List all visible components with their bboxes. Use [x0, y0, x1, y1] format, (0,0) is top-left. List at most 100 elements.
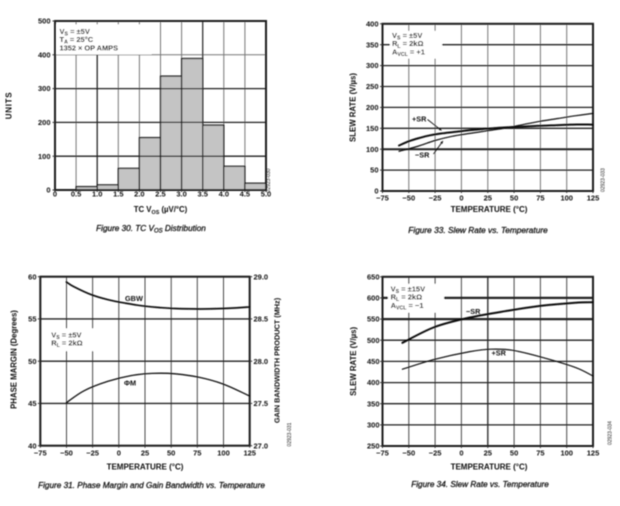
- svg-text:100: 100: [560, 193, 573, 202]
- svg-text:75: 75: [536, 448, 544, 457]
- svg-text:02923-034: 02923-034: [608, 421, 614, 445]
- svg-text:VS = ±15V: VS = ±15V: [391, 284, 426, 295]
- svg-text:25: 25: [484, 193, 492, 202]
- svg-text:−25: −25: [429, 193, 442, 202]
- svg-text:650: 650: [367, 272, 380, 281]
- svg-text:125: 125: [243, 448, 256, 457]
- svg-text:−75: −75: [34, 448, 47, 457]
- svg-text:75: 75: [193, 448, 201, 457]
- svg-text:4.0: 4.0: [219, 189, 229, 198]
- svg-text:TEMPERATURE (°C): TEMPERATURE (°C): [451, 205, 528, 214]
- svg-text:0.5: 0.5: [71, 189, 81, 198]
- svg-text:GAIN BANDWIDTH PRODUCT (MHz): GAIN BANDWIDTH PRODUCT (MHz): [273, 297, 282, 423]
- svg-text:RL = 2kΩ: RL = 2kΩ: [51, 339, 82, 350]
- svg-text:Figure 30. TC VOS Distribution: Figure 30. TC VOS Distribution: [96, 224, 206, 234]
- svg-text:−SR: −SR: [415, 150, 430, 159]
- svg-text:45: 45: [28, 399, 36, 408]
- svg-text:−75: −75: [376, 448, 389, 457]
- svg-text:50: 50: [370, 166, 378, 175]
- svg-text:100: 100: [217, 448, 230, 457]
- svg-text:4.5: 4.5: [240, 189, 250, 198]
- svg-text:−50: −50: [402, 193, 415, 202]
- svg-text:TC VOS (µV/°C): TC VOS (µV/°C): [134, 205, 188, 216]
- svg-text:SLEW RATE (V/µs): SLEW RATE (V/µs): [349, 327, 358, 396]
- svg-text:−25: −25: [429, 448, 442, 457]
- svg-text:TEMPERATURE (°C): TEMPERATURE (°C): [451, 463, 528, 472]
- svg-text:0: 0: [117, 448, 121, 457]
- svg-text:200: 200: [38, 118, 51, 127]
- svg-text:0: 0: [459, 193, 463, 202]
- svg-text:02923-033: 02923-033: [601, 168, 607, 192]
- svg-text:+SR: +SR: [492, 349, 507, 358]
- svg-text:40: 40: [28, 441, 36, 450]
- svg-text:2.5: 2.5: [155, 189, 165, 198]
- svg-text:VS = ±5V: VS = ±5V: [51, 330, 81, 341]
- svg-text:1352 × OP AMPS: 1352 × OP AMPS: [60, 43, 119, 52]
- svg-text:1.5: 1.5: [113, 189, 123, 198]
- svg-text:50: 50: [167, 448, 175, 457]
- svg-text:29.0: 29.0: [254, 272, 269, 281]
- svg-text:GBW: GBW: [125, 294, 143, 303]
- svg-text:28.0: 28.0: [254, 357, 269, 366]
- svg-text:02923-031: 02923-031: [287, 422, 293, 446]
- svg-text:125: 125: [587, 193, 600, 202]
- svg-text:VS = ±5V: VS = ±5V: [392, 31, 422, 42]
- svg-text:Figure 31. Phase Margin and Ga: Figure 31. Phase Margin and Gain Bandwid…: [38, 481, 265, 490]
- svg-text:300: 300: [366, 61, 379, 70]
- svg-text:2.0: 2.0: [134, 189, 144, 198]
- svg-text:250: 250: [366, 82, 379, 91]
- svg-text:0: 0: [46, 186, 50, 195]
- svg-text:27.5: 27.5: [254, 399, 269, 408]
- svg-text:300: 300: [367, 421, 380, 430]
- svg-text:TEMPERATURE (°C): TEMPERATURE (°C): [107, 462, 184, 471]
- svg-text:+SR: +SR: [412, 115, 427, 124]
- svg-text:Figure 34. Slew Rate vs. Tempe: Figure 34. Slew Rate vs. Temperature: [411, 480, 549, 489]
- svg-text:450: 450: [367, 357, 380, 366]
- svg-text:350: 350: [367, 399, 380, 408]
- svg-text:75: 75: [536, 193, 544, 202]
- svg-text:3.0: 3.0: [176, 189, 186, 198]
- svg-text:125: 125: [587, 448, 600, 457]
- svg-text:0: 0: [374, 187, 378, 196]
- svg-text:−75: −75: [376, 193, 389, 202]
- svg-text:400: 400: [367, 378, 380, 387]
- svg-text:50: 50: [510, 193, 518, 202]
- svg-text:0: 0: [459, 448, 463, 457]
- svg-text:UNITS: UNITS: [5, 92, 14, 120]
- svg-text:RL = 2kΩ: RL = 2kΩ: [392, 39, 424, 50]
- svg-text:600: 600: [367, 294, 380, 303]
- svg-text:5.0: 5.0: [261, 189, 271, 198]
- svg-text:25: 25: [141, 448, 149, 457]
- svg-text:400: 400: [38, 50, 51, 59]
- svg-text:TA = 25°C: TA = 25°C: [60, 35, 94, 46]
- svg-text:−SR: −SR: [466, 307, 481, 316]
- svg-text:AVCL = +1: AVCL = +1: [392, 48, 425, 59]
- svg-text:200: 200: [366, 103, 379, 112]
- svg-text:1.0: 1.0: [92, 189, 102, 198]
- svg-text:−25: −25: [86, 448, 99, 457]
- svg-text:55: 55: [28, 315, 36, 324]
- svg-text:Figure 33. Slew Rate vs. Tempe: Figure 33. Slew Rate vs. Temperature: [408, 225, 548, 235]
- svg-text:AVCL = −1: AVCL = −1: [391, 301, 424, 312]
- svg-text:550: 550: [367, 315, 380, 324]
- svg-text:0: 0: [53, 189, 57, 198]
- svg-text:27.0: 27.0: [254, 441, 269, 450]
- svg-text:SLEW RATE (V/µs): SLEW RATE (V/µs): [349, 73, 358, 142]
- svg-text:100: 100: [366, 145, 379, 154]
- svg-text:100: 100: [38, 152, 51, 161]
- svg-text:500: 500: [367, 336, 380, 345]
- svg-text:PHASE MARGIN (Degrees): PHASE MARGIN (Degrees): [10, 310, 19, 409]
- svg-text:500: 500: [38, 17, 51, 26]
- svg-text:150: 150: [366, 124, 379, 133]
- svg-text:250: 250: [367, 442, 380, 451]
- svg-text:300: 300: [38, 84, 51, 93]
- svg-text:25: 25: [484, 448, 492, 457]
- svg-text:100: 100: [560, 448, 573, 457]
- svg-text:−50: −50: [60, 448, 73, 457]
- svg-text:350: 350: [366, 40, 379, 49]
- svg-text:02923-030: 02923-030: [266, 168, 272, 192]
- svg-text:50: 50: [28, 357, 36, 366]
- svg-text:−50: −50: [402, 448, 415, 457]
- svg-text:VS = ±5V: VS = ±5V: [60, 27, 90, 38]
- svg-text:3.5: 3.5: [197, 189, 207, 198]
